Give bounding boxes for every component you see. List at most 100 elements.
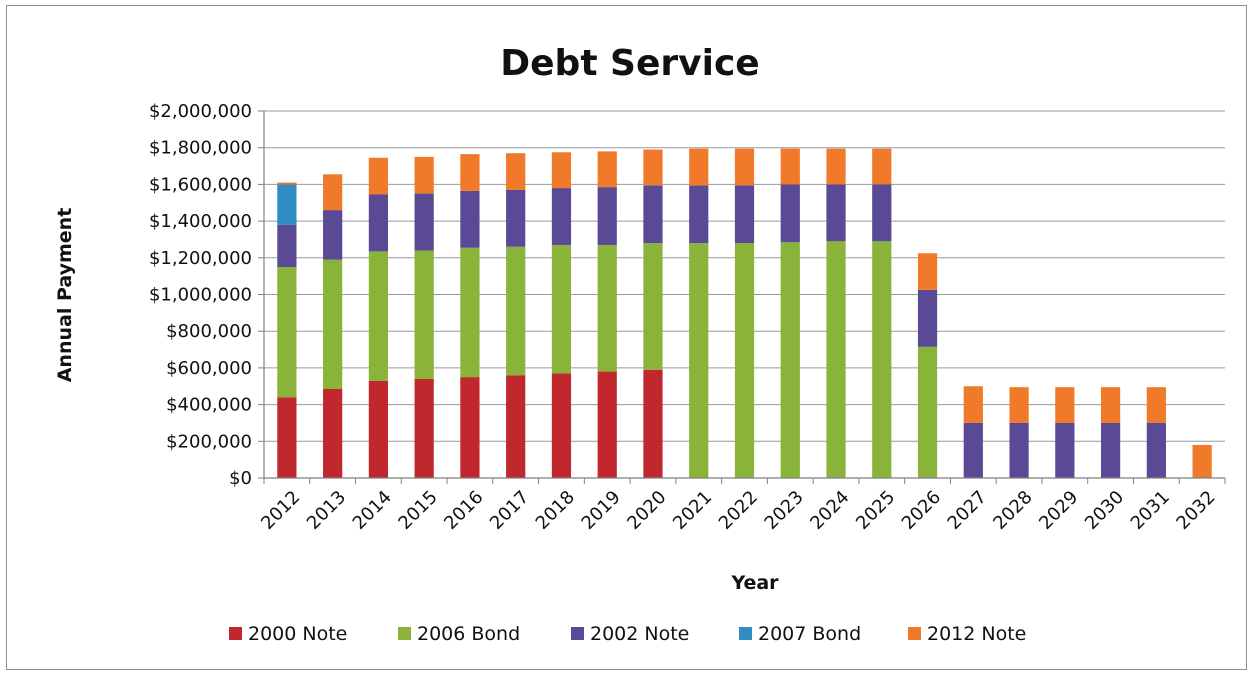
x-tick-label: 2013 (303, 487, 350, 534)
x-tick-label: 2014 (349, 487, 396, 534)
x-tick-label: 2025 (852, 487, 899, 534)
bar-2002-note-2017 (506, 189, 526, 247)
bar-2002-note-2019 (597, 187, 617, 245)
bar-2006-bond-2013 (323, 259, 343, 390)
axes (263, 111, 1225, 479)
bar-2006-bond-2014 (368, 251, 389, 381)
bar-2000-note-2019 (597, 371, 617, 478)
y-axis-label: Annual Payment (54, 208, 76, 383)
x-tick-label: 2023 (761, 487, 808, 534)
x-tick-label: 2020 (623, 487, 670, 534)
bar-2006-bond-2023 (780, 242, 800, 478)
y-tick-label: $1,400,000 (149, 211, 252, 232)
bar-2002-note-2031 (1146, 422, 1166, 478)
legend-label: 2000 Note (248, 623, 347, 645)
x-tick-label: 2031 (1127, 487, 1174, 534)
bar-2000-note-2012 (277, 397, 297, 478)
bar-2012-note-2028 (1009, 387, 1029, 423)
bar-2012-note-2013 (323, 174, 343, 211)
y-tick-label: $600,000 (166, 358, 252, 379)
x-tick-label: 2015 (394, 487, 441, 534)
legend-label: 2002 Note (590, 623, 689, 645)
bar-2012-note-2017 (506, 153, 526, 190)
legend-label: 2007 Bond (758, 623, 861, 645)
bar-2002-note-2028 (1009, 422, 1029, 478)
bar-2012-note-2015 (414, 156, 434, 194)
y-tick-label: $400,000 (166, 395, 252, 416)
bar-2000-note-2017 (506, 375, 526, 478)
bar-2000-note-2013 (323, 389, 343, 478)
bar-2012-note-2021 (689, 148, 709, 186)
bar-2000-note-2020 (643, 369, 663, 478)
bar-2002-note-2015 (414, 193, 434, 251)
bar-2002-note-2026 (917, 289, 938, 347)
bar-2012-note-2032 (1192, 444, 1212, 478)
y-tick-label: $0 (229, 468, 252, 489)
bar-2006-bond-2024 (826, 241, 846, 478)
bar-2002-note-2013 (323, 210, 343, 260)
bar-2000-note-2014 (368, 380, 389, 478)
bar-2002-note-2027 (963, 422, 983, 478)
bar-2002-note-2022 (734, 185, 755, 244)
x-tick-label: 2028 (989, 487, 1036, 534)
bar-2002-note-2030 (1100, 422, 1121, 478)
chart-title: Debt Service (500, 43, 759, 84)
bar-2006-bond-2019 (597, 244, 617, 372)
x-tick-label: 2027 (944, 487, 991, 534)
bar-2006-bond-2025 (872, 241, 892, 478)
bar-2002-note-2029 (1055, 422, 1075, 478)
bar-2002-note-2024 (826, 184, 846, 242)
bar-2006-bond-2026 (917, 346, 938, 478)
bar-2006-bond-2012 (277, 266, 297, 398)
x-tick-label: 2017 (486, 487, 533, 534)
bar-2002-note-2012 (277, 224, 297, 267)
legend-swatch-2012-note (908, 627, 921, 640)
bar-2002-note-2020 (643, 185, 663, 244)
bar-2006-bond-2018 (551, 244, 572, 374)
x-tick-label: 2026 (898, 487, 945, 534)
bar-2000-note-2015 (414, 378, 434, 478)
y-tick-label: $1,600,000 (149, 174, 252, 195)
bar-2012-note-2025 (872, 148, 892, 185)
bar-2012-note-2031 (1146, 387, 1166, 423)
bar-2012-note-2024 (826, 148, 846, 185)
bar-2012-note-2029 (1055, 387, 1075, 423)
y-tick-label: $2,000,000 (149, 101, 252, 122)
bar-2006-bond-2020 (643, 243, 663, 370)
x-axis-label: Year (730, 572, 779, 594)
bar-2007-bond-2012 (277, 184, 297, 225)
bar-2012-note-2016 (460, 154, 480, 191)
bar-2002-note-2021 (689, 185, 709, 244)
bar-2012-note-2020 (643, 149, 663, 186)
bar-2000-note-2016 (460, 377, 480, 478)
bar-2006-bond-2022 (734, 243, 755, 478)
y-tick-label: $800,000 (166, 321, 252, 342)
x-tick-label: 2032 (1172, 487, 1219, 534)
bar-2002-note-2018 (551, 188, 572, 245)
bar-2012-note-2019 (597, 151, 617, 188)
x-tick-label: 2018 (532, 487, 579, 534)
bar-2012-note-2023 (780, 148, 800, 185)
bar-2006-bond-2017 (506, 246, 526, 376)
legend-label: 2006 Bond (417, 623, 520, 645)
bar-2002-note-2014 (368, 194, 389, 252)
x-tick-label: 2024 (806, 487, 853, 534)
legend: 2000 Note 2006 Bond 2002 Note 2007 Bond 2012… (229, 623, 1026, 645)
bar-2012-note-2027 (963, 386, 983, 423)
bar-2006-bond-2015 (414, 250, 434, 379)
y-axis-ticks: $0 $200,000 $400,000 $600,000 $800,000 $1,000… (149, 101, 264, 489)
bar-2012-note-2014 (368, 157, 389, 195)
legend-swatch-2006-bond (398, 627, 411, 640)
chart-frame (6, 5, 1247, 670)
bar-2012-note-2018 (551, 152, 572, 189)
x-tick-label: 2012 (257, 487, 304, 534)
y-tick-label: $200,000 (166, 431, 252, 452)
bar-2002-note-2016 (460, 190, 480, 248)
bar-2002-note-2023 (780, 184, 800, 243)
bar-2006-bond-2021 (689, 243, 709, 478)
bar-2012-note-2012 (277, 182, 297, 185)
legend-swatch-2007-bond (739, 627, 752, 640)
bar-2002-note-2025 (872, 184, 892, 242)
x-tick-label: 2022 (715, 487, 762, 534)
